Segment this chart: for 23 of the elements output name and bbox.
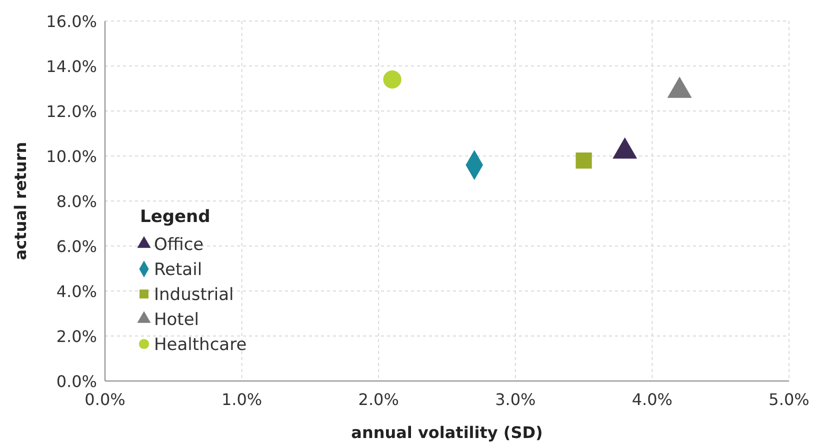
x-tick-label: 2.0% <box>358 390 399 409</box>
y-tick-label: 4.0% <box>56 282 97 301</box>
legend-label: Healthcare <box>154 335 247 355</box>
x-tick-label: 1.0% <box>221 390 262 409</box>
x-tick-label: 5.0% <box>768 390 810 409</box>
legend-label: Retail <box>154 260 202 280</box>
legend-label: Hotel <box>154 310 200 330</box>
legend-title: Legend <box>140 207 210 227</box>
legend-label: Office <box>154 235 204 255</box>
y-tick-label: 16.0% <box>46 12 97 31</box>
y-tick-label: 8.0% <box>56 192 97 211</box>
y-tick-label: 6.0% <box>56 237 97 256</box>
y-tick-label: 14.0% <box>46 57 97 76</box>
x-tick-label: 3.0% <box>495 390 536 409</box>
y-tick-label: 2.0% <box>56 327 97 346</box>
x-tick-label: 4.0% <box>632 390 673 409</box>
y-tick-label: 10.0% <box>46 147 97 166</box>
y-tick-label: 0.0% <box>56 372 97 391</box>
y-tick-label: 12.0% <box>46 102 97 121</box>
x-tick-label: 0.0% <box>84 390 126 409</box>
y-axis-title: actual return <box>11 142 30 260</box>
x-axis-title: annual volatility (SD) <box>351 423 543 442</box>
legend-label: Industrial <box>154 285 234 305</box>
